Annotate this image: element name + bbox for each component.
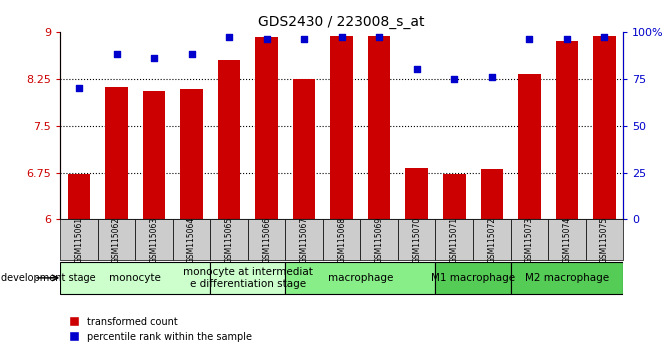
Text: GSM115071: GSM115071 bbox=[450, 217, 459, 263]
Bar bbox=[105, 87, 128, 219]
FancyBboxPatch shape bbox=[98, 219, 135, 260]
Point bbox=[261, 36, 272, 42]
Text: GSM115063: GSM115063 bbox=[149, 217, 159, 263]
Text: GSM115075: GSM115075 bbox=[600, 217, 609, 263]
Text: GSM115068: GSM115068 bbox=[337, 217, 346, 263]
Text: GSM115069: GSM115069 bbox=[375, 217, 384, 263]
FancyBboxPatch shape bbox=[173, 219, 210, 260]
Text: GSM115073: GSM115073 bbox=[525, 217, 534, 263]
Bar bbox=[443, 174, 466, 219]
Point bbox=[411, 67, 422, 72]
Text: GSM115061: GSM115061 bbox=[74, 217, 84, 263]
FancyBboxPatch shape bbox=[548, 219, 586, 260]
Text: development stage: development stage bbox=[1, 273, 96, 283]
Text: GSM115065: GSM115065 bbox=[224, 217, 234, 263]
Bar bbox=[518, 74, 541, 219]
FancyBboxPatch shape bbox=[511, 262, 623, 294]
Bar bbox=[218, 60, 241, 219]
Text: macrophage: macrophage bbox=[328, 273, 393, 283]
Point bbox=[486, 74, 497, 80]
Point bbox=[186, 52, 197, 57]
Text: M2 macrophage: M2 macrophage bbox=[525, 273, 609, 283]
Text: GSM115072: GSM115072 bbox=[487, 217, 496, 263]
Bar bbox=[330, 36, 353, 219]
FancyBboxPatch shape bbox=[360, 219, 398, 260]
Text: GSM115062: GSM115062 bbox=[112, 217, 121, 263]
Text: GSM115066: GSM115066 bbox=[262, 217, 271, 263]
Point bbox=[449, 76, 460, 81]
Bar bbox=[555, 41, 578, 219]
Point bbox=[524, 36, 535, 42]
FancyBboxPatch shape bbox=[60, 262, 210, 294]
FancyBboxPatch shape bbox=[436, 219, 473, 260]
Bar bbox=[593, 36, 616, 219]
FancyBboxPatch shape bbox=[586, 219, 623, 260]
Bar bbox=[480, 170, 503, 219]
FancyBboxPatch shape bbox=[248, 219, 285, 260]
FancyBboxPatch shape bbox=[285, 219, 323, 260]
FancyBboxPatch shape bbox=[436, 262, 511, 294]
FancyBboxPatch shape bbox=[285, 262, 436, 294]
Title: GDS2430 / 223008_s_at: GDS2430 / 223008_s_at bbox=[259, 16, 425, 29]
Text: monocyte: monocyte bbox=[109, 273, 161, 283]
Bar bbox=[180, 89, 203, 219]
Point bbox=[561, 36, 572, 42]
Text: GSM115074: GSM115074 bbox=[562, 217, 572, 263]
Text: M1 macrophage: M1 macrophage bbox=[431, 273, 515, 283]
Bar bbox=[255, 37, 278, 219]
Bar bbox=[293, 79, 316, 219]
Bar bbox=[368, 36, 391, 219]
Point bbox=[336, 35, 347, 40]
FancyBboxPatch shape bbox=[210, 262, 285, 294]
Text: GSM115064: GSM115064 bbox=[187, 217, 196, 263]
FancyBboxPatch shape bbox=[60, 219, 98, 260]
FancyBboxPatch shape bbox=[210, 219, 248, 260]
Point bbox=[149, 55, 159, 61]
Bar bbox=[405, 168, 428, 219]
Point bbox=[299, 36, 310, 42]
Point bbox=[599, 35, 610, 40]
Point bbox=[111, 52, 122, 57]
Point bbox=[224, 35, 234, 40]
Point bbox=[74, 85, 84, 91]
FancyBboxPatch shape bbox=[473, 219, 511, 260]
Text: GSM115070: GSM115070 bbox=[412, 217, 421, 263]
Bar bbox=[143, 91, 165, 219]
Legend: transformed count, percentile rank within the sample: transformed count, percentile rank withi… bbox=[65, 313, 255, 346]
Text: monocyte at intermediat
e differentiation stage: monocyte at intermediat e differentiatio… bbox=[183, 267, 313, 289]
FancyBboxPatch shape bbox=[135, 219, 173, 260]
Text: GSM115067: GSM115067 bbox=[299, 217, 309, 263]
Point bbox=[374, 35, 385, 40]
Bar bbox=[68, 175, 90, 219]
FancyBboxPatch shape bbox=[511, 219, 548, 260]
FancyBboxPatch shape bbox=[398, 219, 436, 260]
FancyBboxPatch shape bbox=[323, 219, 360, 260]
